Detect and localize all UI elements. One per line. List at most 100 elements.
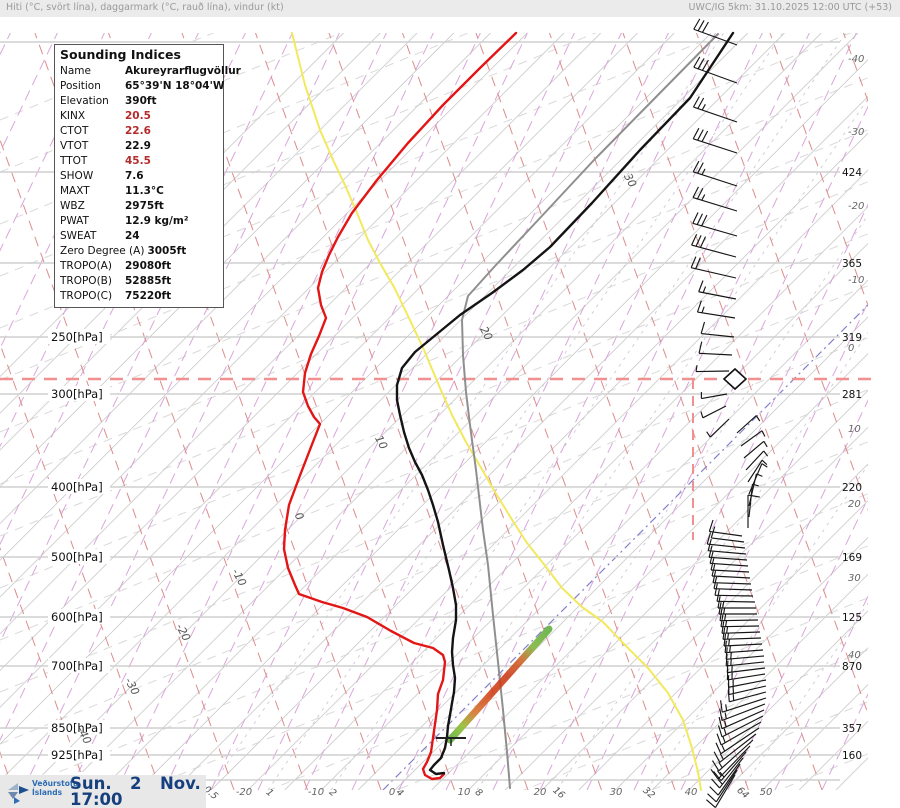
indices-row-value: 11.3°C [125, 185, 164, 197]
indices-row-label: TROPO(B) [60, 275, 112, 287]
footer-day: Sun. [70, 774, 112, 793]
indices-row-value: 65°39'N 18°04'W [125, 80, 225, 92]
indices-row-value: 75220ft [125, 290, 172, 302]
svg-text:30: 30 [848, 573, 861, 584]
indices-row: PWAT 12.9 kg/m² [60, 214, 219, 229]
indices-row: CTOT 22.6 [60, 124, 219, 139]
indices-row-value: 22.6 [125, 125, 151, 137]
header-right-label: UWC/IG 5km: 31.10.2025 12:00 UTC (+53) [688, 2, 892, 13]
indices-row: VTOT 22.9 [60, 139, 219, 154]
svg-text:2: 2 [327, 787, 339, 799]
indices-row-label: TROPO(A) [60, 260, 112, 272]
height-axis-label: 319 [842, 332, 862, 344]
footer-datebox: Veðurstofa Íslands Sun. 2 Nov. 17:00 [0, 775, 206, 808]
svg-text:-20: -20 [173, 621, 193, 643]
height-axis-label: 125 [842, 612, 862, 624]
indices-row-label: CTOT [60, 125, 89, 137]
indices-row-value: 20.5 [125, 110, 151, 122]
indices-row: Position 65°39'N 18°04'W [60, 79, 224, 94]
pressure-axis-label: 500[hPa] [51, 550, 103, 564]
height-axis-label: 365 [842, 258, 862, 270]
pressure-axis-label: 600[hPa] [51, 610, 103, 624]
indices-title: Sounding Indices [60, 47, 181, 62]
svg-text:10: 10 [372, 433, 390, 451]
indices-row-label: KINX [60, 110, 86, 122]
svg-text:1: 1 [264, 787, 276, 799]
reference-temperature-curve [461, 33, 719, 789]
indices-row: SHOW 7.6 [60, 169, 219, 184]
footer-date-number: 2 [130, 774, 142, 793]
met-office-logo [8, 783, 29, 804]
mixing-ratio-tick-labels: 0.5 1 2 4 8 16 32 64 [201, 784, 750, 802]
svg-text:40: 40 [685, 787, 698, 798]
svg-text:-20: -20 [848, 201, 864, 212]
indices-row: TTOT 45.5 [60, 154, 219, 169]
met-office-name-line2: Íslands [32, 787, 63, 797]
indices-row-value: 22.9 [125, 140, 151, 152]
height-axis-label: 357 [842, 723, 862, 735]
pressure-labels: 424 365 250[hPa] 319 300[hPa] 281 400[hPa] 220 5… [48, 167, 862, 787]
svg-text:20: 20 [477, 324, 495, 342]
svg-text:20: 20 [534, 787, 547, 798]
height-axis-label: 424 [842, 167, 862, 179]
indices-row: WBZ 2975ft [60, 199, 219, 214]
header-left-label: Hiti (°C, svört lína), daggarmark (°C, r… [6, 2, 284, 13]
footer-month: Nov. [160, 774, 201, 793]
pressure-axis-label: 400[hPa] [51, 480, 103, 494]
pressure-axis-label: 925[hPa] [51, 748, 103, 762]
svg-text:20: 20 [848, 499, 861, 510]
svg-text:30: 30 [621, 171, 639, 189]
indices-row: TROPO(B) 52885ft [60, 274, 219, 289]
indices-row-label: TROPO(C) [60, 290, 113, 302]
svg-text:50: 50 [760, 787, 773, 798]
special-mixing-line [382, 304, 868, 790]
indices-row-value: 29080ft [125, 260, 172, 272]
dewpoint-curve [282, 31, 518, 781]
indices-row-label: PWAT [60, 215, 89, 227]
parcel-curve [291, 32, 702, 791]
indices-row-value: 7.6 [125, 170, 144, 182]
svg-text:-10: -10 [848, 275, 864, 286]
indices-row: TROPO(C) 75220ft [60, 289, 219, 304]
svg-text:10: 10 [458, 787, 471, 798]
indices-row-label: MAXT [60, 185, 90, 197]
pressure-axis-label: 250[hPa] [51, 330, 103, 344]
indices-row-label: Position [60, 80, 101, 92]
indices-row: Elevation 390ft [60, 94, 219, 109]
indices-row-label: VTOT [60, 140, 89, 152]
indices-row-value: Akureyrarflugvöllur [125, 65, 241, 77]
tropopause-diamond-marker [722, 367, 748, 391]
height-axis-label: 281 [842, 389, 862, 401]
indices-row: Name Akureyrarflugvöllur [60, 64, 241, 79]
svg-text:10: 10 [848, 424, 861, 435]
indices-row: MAXT 11.3°C [60, 184, 219, 199]
met-office-name: Veðurstofa Íslands [32, 779, 78, 797]
indices-row: Zero Degree (A) 3005ft [60, 244, 219, 259]
indices-row-label: Zero Degree (A) [60, 245, 145, 257]
svg-text:0: 0 [292, 510, 307, 522]
indices-row: SWEAT 24 [60, 229, 219, 244]
svg-text:8: 8 [473, 787, 485, 799]
svg-text:-30: -30 [848, 127, 864, 138]
svg-text:-40: -40 [848, 54, 864, 65]
svg-text:0: 0 [848, 343, 854, 354]
svg-text:30: 30 [610, 787, 623, 798]
height-axis-label: 160 [842, 750, 862, 762]
pressure-axis-label: 850[hPa] [51, 721, 103, 735]
indices-row-value: 45.5 [125, 155, 151, 167]
indices-row-value: 2975ft [125, 200, 164, 212]
indices-row-label: SWEAT [60, 230, 97, 242]
height-axis-label: 169 [842, 552, 862, 564]
indices-row-label: Elevation [60, 95, 109, 107]
surface-level-marker [436, 737, 466, 746]
svg-text:64: 64 [734, 785, 750, 801]
wind-barbs [690, 18, 769, 808]
indices-panel: Sounding Indices Name Akureyrarflugvöllur… [54, 44, 241, 308]
pressure-axis-label: 300[hPa] [51, 387, 103, 401]
footer-time: 17:00 [70, 790, 123, 808]
temperature-curve [395, 31, 735, 776]
svg-text:16: 16 [550, 785, 566, 801]
indices-row: TROPO(A) 29080ft [60, 259, 219, 274]
